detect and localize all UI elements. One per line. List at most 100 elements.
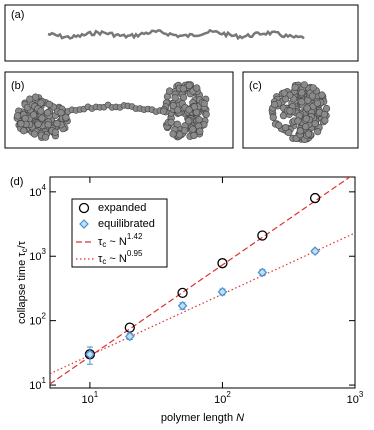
data-point (85, 349, 95, 360)
monomer (321, 116, 329, 125)
fit-mid: ~ N (106, 236, 127, 248)
panel-c-frame (242, 71, 359, 149)
y-label-end: /τ (16, 240, 28, 248)
monomer (298, 98, 306, 106)
tick-base: 10 (82, 394, 94, 406)
monomer (174, 106, 182, 114)
fit-sub: c (102, 240, 106, 249)
monomer (159, 107, 168, 115)
data-point (177, 300, 188, 311)
monomer (320, 110, 329, 119)
tick-base: 10 (29, 187, 41, 199)
legend-marker (79, 219, 89, 229)
tick-exponent: 2 (226, 390, 231, 399)
monomer (17, 120, 25, 128)
tick-exponent: 3 (359, 390, 364, 399)
fit-tau: τ (98, 253, 103, 265)
monomer (171, 94, 179, 102)
data-point (124, 331, 135, 342)
legend-label: τc ~ N1.42 (98, 232, 143, 249)
monomer (44, 109, 52, 117)
monomer (13, 112, 22, 120)
monomer (309, 84, 317, 92)
monomer (37, 99, 45, 107)
data-point (217, 258, 228, 269)
monomer (302, 122, 310, 131)
monomer (169, 102, 177, 110)
monomer (179, 85, 187, 93)
monomer (318, 91, 326, 99)
y-axis-label: collapse time τc/τ (16, 240, 29, 324)
monomer (167, 118, 175, 126)
monomer (185, 106, 193, 114)
monomer (30, 130, 39, 138)
tick-label: 101 (82, 390, 99, 406)
monomer (57, 109, 65, 117)
fit-mid: ~ N (106, 253, 127, 265)
tick-label: 103 (347, 390, 364, 406)
monomer (294, 117, 302, 125)
data-point (124, 322, 135, 333)
legend-label: expanded (98, 202, 146, 214)
legend-label: τc ~ N0.95 (98, 249, 143, 266)
monomer (51, 128, 59, 136)
monomer (303, 104, 311, 112)
monomer (62, 113, 70, 121)
monomer (302, 115, 310, 123)
monomer (53, 120, 61, 128)
monomer (165, 87, 174, 95)
monomer (195, 115, 203, 124)
monomer (189, 125, 197, 133)
tick-exponent: 1 (94, 390, 99, 399)
tick-base: 10 (29, 380, 41, 392)
monomer (20, 127, 28, 135)
monomer (285, 128, 293, 137)
monomer (298, 89, 306, 97)
monomer (196, 127, 204, 135)
y-label-sub: c (20, 248, 29, 252)
monomer (190, 103, 198, 111)
panel-label: (a) (11, 9, 24, 21)
fit-sub: c (102, 257, 106, 266)
tick-base: 10 (214, 394, 226, 406)
data-point (309, 192, 321, 204)
monomer (193, 84, 201, 92)
monomer (308, 92, 317, 100)
monomer (280, 89, 288, 97)
monomer (42, 133, 50, 141)
tick-base: 10 (29, 251, 41, 263)
fit-tau: τ (98, 236, 103, 248)
monomer (296, 127, 304, 135)
tick-base: 10 (29, 316, 41, 328)
monomer (169, 130, 177, 138)
monomer (271, 100, 279, 109)
x-label-text: polymer length (161, 412, 233, 424)
legend-label: equilibrated (98, 218, 155, 230)
data-point (177, 287, 188, 299)
monomer (322, 104, 331, 113)
polymer-chain (47, 28, 305, 41)
tick-label: 102 (214, 390, 231, 406)
monomer (304, 130, 313, 138)
panel-a-frame (4, 4, 359, 62)
fit-line (50, 177, 351, 385)
y-label-text: collapse time τ (16, 252, 28, 324)
panel-label: (b) (11, 80, 24, 92)
monomer (44, 121, 52, 129)
x-axis-label: polymer length N (161, 412, 244, 424)
monomer (26, 95, 34, 103)
monomer (269, 113, 277, 121)
legend-marker (78, 202, 90, 214)
monomer (286, 107, 294, 115)
data-point (310, 246, 320, 256)
monomer (30, 111, 38, 119)
tick-label: 102 (29, 312, 46, 328)
tick-exponent: 4 (42, 183, 47, 192)
tick-exponent: 1 (42, 376, 47, 385)
fit-exp: 0.95 (127, 249, 143, 258)
x-label-var: N (236, 412, 244, 424)
panel-label: (c) (249, 80, 262, 92)
